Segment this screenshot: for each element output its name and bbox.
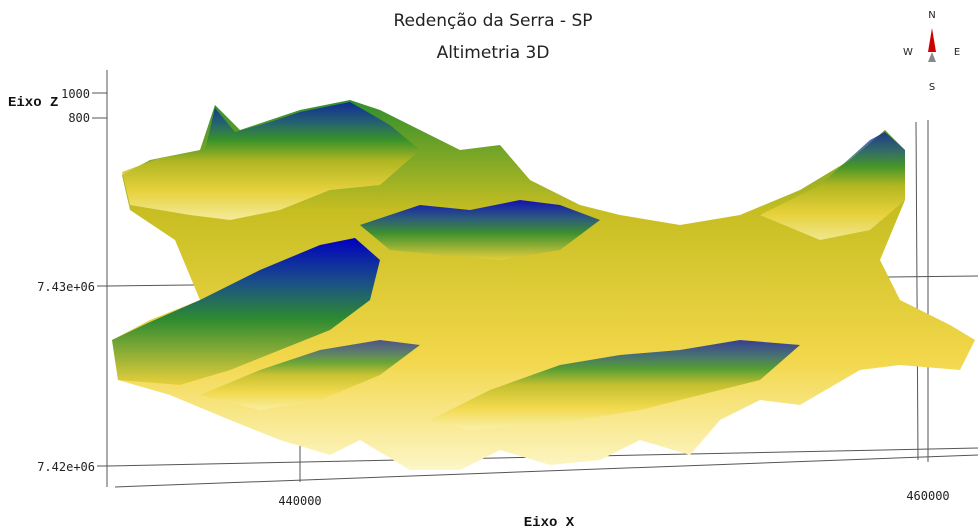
- terrain-surface: [112, 100, 975, 470]
- z-axis-label: Eixo Z: [8, 95, 58, 111]
- x-tick-label: 460000: [906, 489, 949, 503]
- z-tick-label: 1000: [61, 87, 90, 101]
- chart-subtitle: Altimetria 3D: [437, 43, 550, 63]
- x-axis-label: Eixo X: [524, 515, 575, 531]
- compass-west: W: [903, 47, 913, 58]
- terrain-view: Redenção da Serra - SP Altimetria 3D N S…: [0, 0, 978, 531]
- y-tick-label: 7.43e+06: [37, 280, 95, 294]
- y-tick-label: 7.42e+06: [37, 460, 95, 474]
- compass-south: S: [929, 82, 935, 93]
- compass-needle: [928, 28, 936, 52]
- compass-north: N: [928, 10, 935, 21]
- z-tick-label: 800: [68, 111, 90, 125]
- x-tick-label: 440000: [278, 494, 321, 508]
- compass: N S W E: [903, 10, 960, 93]
- compass-east: E: [954, 47, 960, 58]
- frame-line: [916, 122, 918, 460]
- chart-title: Redenção da Serra - SP: [393, 11, 592, 31]
- compass-needle: [928, 52, 936, 62]
